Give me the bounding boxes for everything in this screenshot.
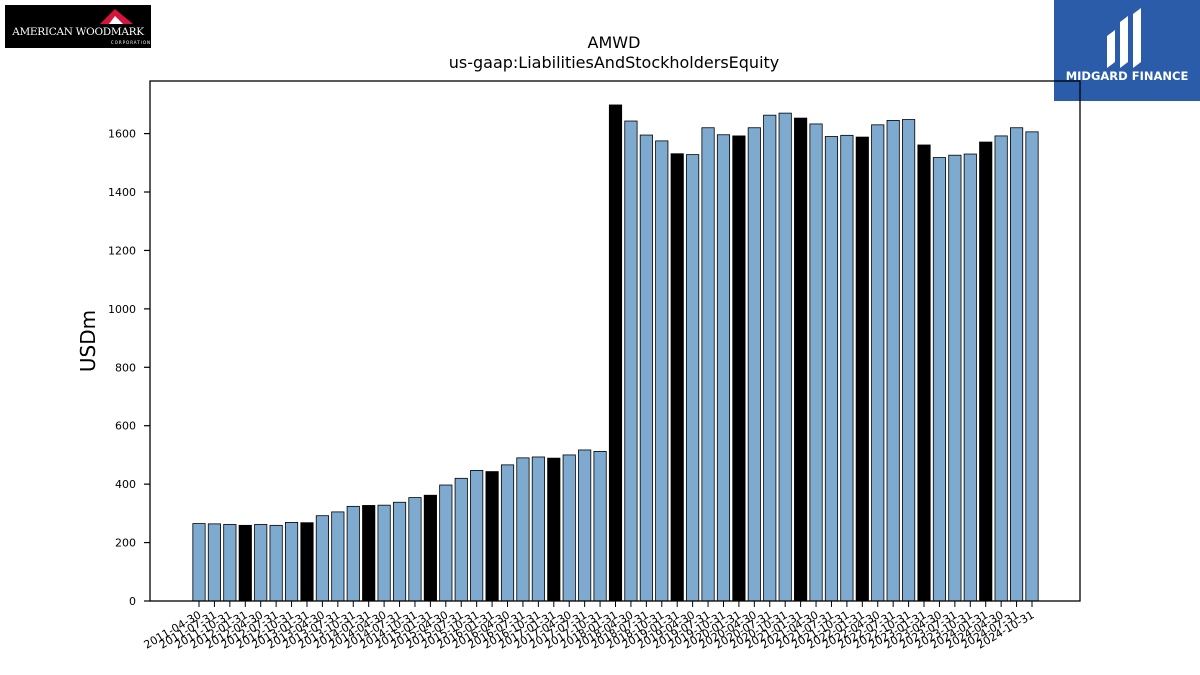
- bar-2024-01-31: [979, 141, 993, 602]
- bar-2017-10-31: [593, 451, 607, 602]
- bar-2012-01-31: [238, 524, 252, 602]
- bar-2019-04-30: [686, 154, 700, 602]
- bar-2020-07-31: [763, 114, 777, 602]
- bar-2020-10-31: [778, 112, 792, 602]
- y-tick-label: 1600: [108, 128, 136, 141]
- bar-2011-04-30: [192, 523, 206, 602]
- bar-2024-04-30: [994, 135, 1008, 602]
- y-tick-label: 0: [129, 595, 136, 608]
- y-tick-label: 400: [115, 478, 136, 491]
- y-tick-label: 600: [115, 420, 136, 433]
- bar-2016-10-31: [531, 456, 545, 602]
- y-tick-label: 1200: [108, 244, 136, 257]
- bar-2022-10-31: [902, 119, 916, 602]
- bar-2018-10-31: [655, 140, 669, 602]
- bar-2016-01-31: [485, 471, 499, 602]
- bar-2023-07-31: [948, 154, 962, 602]
- bar-2022-01-31: [855, 136, 869, 602]
- bar-2019-01-31: [670, 153, 684, 602]
- chart-title: AMWD: [588, 33, 641, 52]
- bar-2012-07-31: [269, 524, 283, 602]
- bar-2013-10-31: [346, 505, 360, 602]
- bar-2023-04-30: [932, 157, 947, 602]
- bar-2014-10-31: [408, 497, 422, 602]
- bar-2019-10-31: [716, 134, 731, 602]
- bar-2012-10-31: [284, 522, 299, 602]
- plot-frame: [149, 80, 1081, 602]
- bar-2021-04-30: [809, 123, 823, 602]
- bar-2021-10-31: [840, 134, 854, 602]
- y-tick-label: 800: [115, 361, 136, 374]
- midgard-mark-icon: [1107, 8, 1141, 68]
- y-axis-ticks: 0 200 400 600 800 1000 1200 1400 1600: [108, 128, 150, 608]
- bar-2022-07-31: [886, 120, 900, 602]
- bar-2019-07-31: [701, 127, 715, 602]
- y-tick-label: 200: [115, 537, 136, 550]
- bar-2012-04-30: [254, 524, 268, 602]
- bar-2016-07-31: [516, 457, 530, 602]
- bar-2013-07-31: [331, 511, 345, 602]
- x-axis-ticks: 2011-04-302011-07-312011-10-312012-01-31…: [142, 601, 1037, 652]
- bar-2020-04-30: [747, 127, 761, 602]
- bar-2024-07-31: [1010, 127, 1024, 602]
- bar-2018-07-31: [639, 134, 653, 602]
- bar-2021-07-31: [824, 136, 839, 602]
- bar-2014-01-31: [362, 505, 376, 602]
- bar-2023-10-31: [963, 153, 977, 602]
- bar-2024-10-31: [1025, 131, 1039, 602]
- bar-2014-07-31: [392, 501, 407, 602]
- bar-2015-01-31: [423, 494, 437, 602]
- bar-2017-04-30: [562, 454, 576, 602]
- bar-2015-04-30: [439, 484, 453, 602]
- bar-2013-01-31: [300, 522, 314, 602]
- bar-2016-04-30: [500, 464, 515, 602]
- bar-2011-07-31: [207, 523, 221, 602]
- bar-2014-04-30: [377, 504, 391, 602]
- bar-2023-01-31: [917, 144, 931, 602]
- bar-2022-04-30: [871, 124, 885, 602]
- logo-name-text: MIDGARD FINANCE: [1065, 69, 1189, 83]
- bar-2011-10-31: [223, 524, 237, 602]
- chart-subtitle: us-gaap:LiabilitiesAndStockholdersEquity: [449, 53, 780, 72]
- y-tick-label: 1400: [108, 186, 136, 199]
- house-roof-icon: [100, 9, 133, 24]
- midgard-finance-logo: MIDGARD FINANCE: [1054, 0, 1200, 101]
- bar-2015-10-31: [470, 470, 484, 602]
- y-axis-label: USDm: [76, 310, 100, 372]
- bar-2017-01-31: [547, 457, 561, 602]
- bar-2013-04-30: [315, 515, 329, 602]
- bar-2017-07-31: [578, 449, 592, 602]
- bar-2015-07-31: [454, 477, 468, 602]
- bar-2018-04-30: [624, 120, 638, 602]
- bar-series: [192, 104, 1039, 602]
- logo-brand-text: AMERICAN WOODMARK: [12, 26, 144, 38]
- bar-2021-01-31: [794, 117, 808, 602]
- bar-2020-01-31: [732, 135, 746, 602]
- y-tick-label: 1000: [108, 303, 136, 316]
- bar-2018-01-31: [608, 104, 623, 602]
- logo-sub-text: CORPORATION: [110, 40, 151, 45]
- american-woodmark-logo: AMERICAN WOODMARK CORPORATION: [5, 5, 151, 48]
